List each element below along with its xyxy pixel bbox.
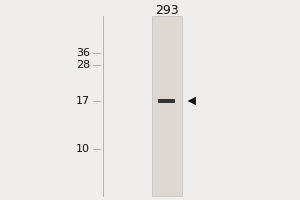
Bar xyxy=(160,99,173,103)
Bar xyxy=(152,16,182,196)
Text: 28: 28 xyxy=(76,60,90,70)
Text: 293: 293 xyxy=(155,4,178,18)
Bar xyxy=(160,99,173,103)
Text: 36: 36 xyxy=(76,48,90,58)
Text: 10: 10 xyxy=(76,144,90,154)
Bar xyxy=(159,99,174,103)
Bar xyxy=(158,99,175,103)
Text: 17: 17 xyxy=(76,96,90,106)
Polygon shape xyxy=(188,97,196,105)
Bar xyxy=(161,100,172,102)
